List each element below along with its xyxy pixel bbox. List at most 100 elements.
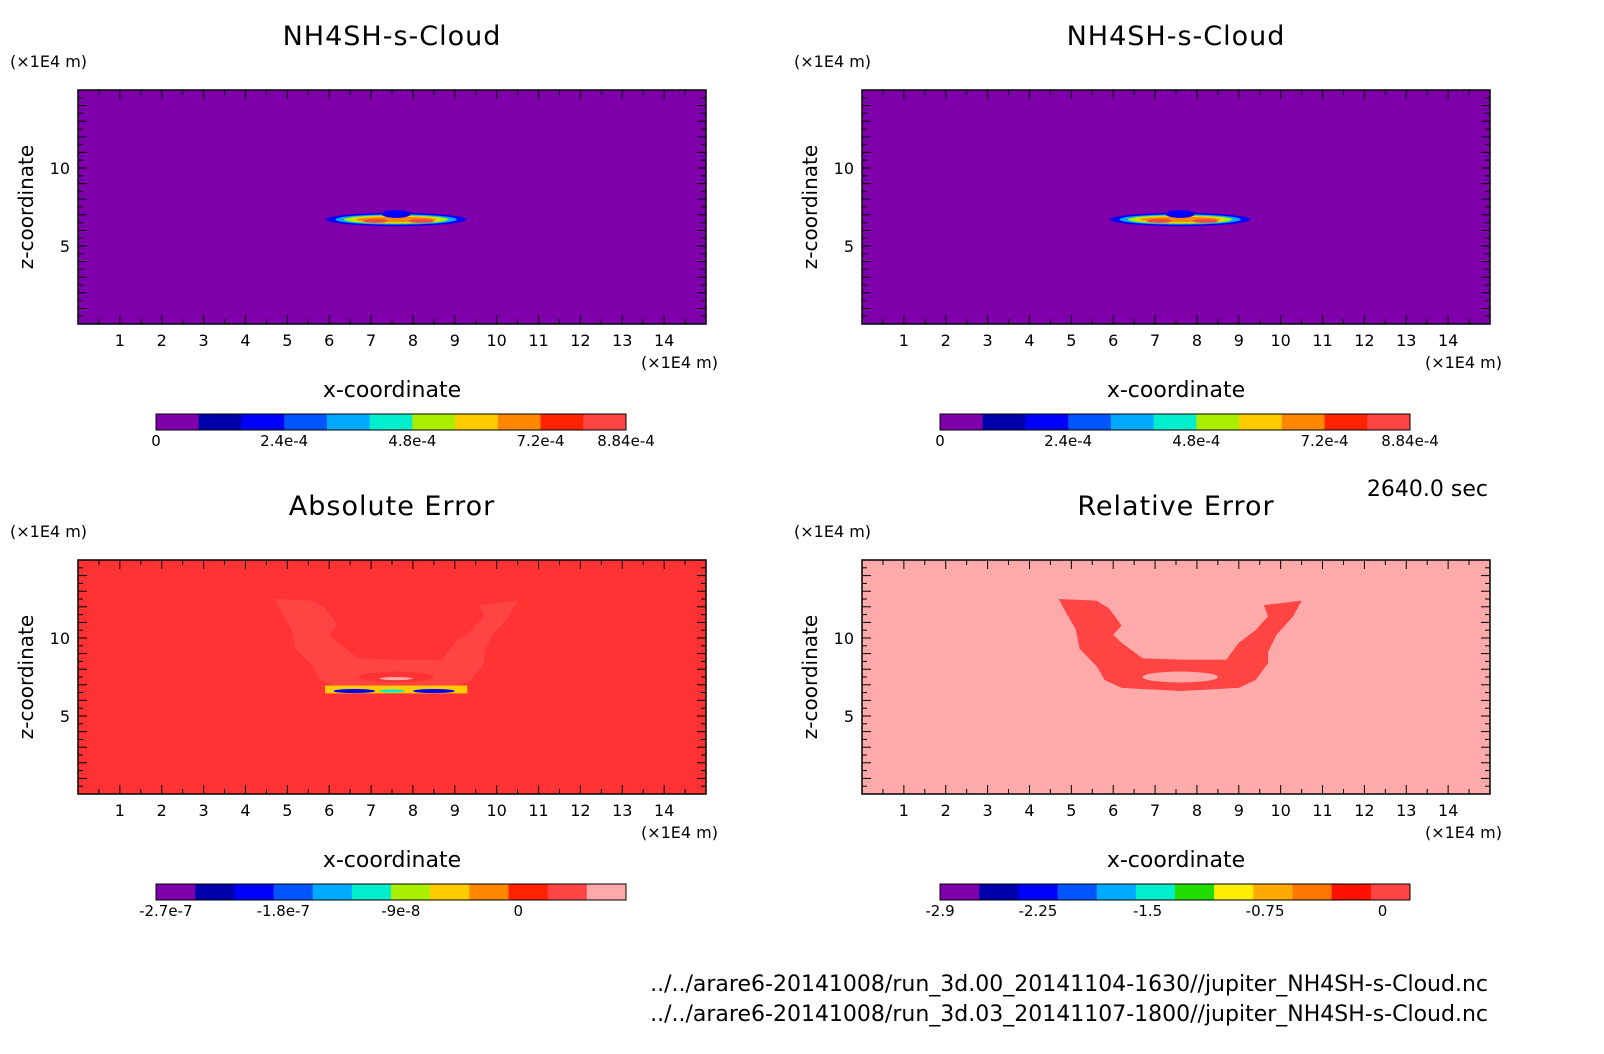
chart-title: NH4SH-s-Cloud xyxy=(1067,21,1286,52)
x-tick-label: 11 xyxy=(1312,331,1332,350)
colorbar-swatch xyxy=(326,414,371,430)
error-gap xyxy=(1142,671,1218,683)
colorbar-swatch xyxy=(1281,414,1326,430)
colorbar-swatch xyxy=(156,414,200,430)
colorbar-tick-label: 0 xyxy=(151,432,161,450)
colorbar-swatch xyxy=(351,884,392,900)
x-tick-label: 14 xyxy=(1438,331,1458,350)
x-axis-label: x-coordinate xyxy=(1107,848,1245,873)
y-unit-label: (×1E4 m) xyxy=(794,52,871,71)
x-tick-label: 2 xyxy=(157,331,167,350)
x-tick-label: 13 xyxy=(612,331,632,350)
x-tick-label: 2 xyxy=(941,801,951,820)
chart-panel-2: NH4SH-s-Cloud(×1E4 m)1 2 3 4 5 6 7 8 9 10 11 12 13 14… xyxy=(794,21,1502,450)
colorbar-tick-label: -2.9 xyxy=(925,902,954,920)
colorbar-swatch xyxy=(940,884,980,900)
x-tick-label: 4 xyxy=(240,801,250,820)
contour-cap xyxy=(1165,210,1195,218)
x-unit-label: (×1E4 m) xyxy=(1425,823,1502,842)
x-tick-label: 10 xyxy=(486,801,506,820)
colorbar-tick-label: 0 xyxy=(1378,902,1388,920)
colorbar-swatch xyxy=(540,414,584,430)
colorbar-swatch xyxy=(369,414,413,430)
x-tick-label: 12 xyxy=(570,801,590,820)
y-axis-label: z-coordinate xyxy=(798,615,822,739)
contour-cap xyxy=(381,210,411,218)
y-tick-label: 10 xyxy=(50,159,70,178)
x-tick-label: 9 xyxy=(1234,801,1244,820)
x-tick-label: 12 xyxy=(1354,331,1374,350)
x-tick-label: 2 xyxy=(157,801,167,820)
x-tick-label: 1 xyxy=(115,801,125,820)
x-tick-label: 11 xyxy=(528,331,548,350)
colorbar-tick-label: 2.4e-4 xyxy=(1044,432,1092,450)
y-axis-label: z-coordinate xyxy=(14,145,38,269)
colorbar-frame xyxy=(939,413,1411,431)
contour-core-left xyxy=(1146,219,1172,223)
x-tick-label: 3 xyxy=(983,801,993,820)
abs-error-core-left xyxy=(333,689,376,694)
x-tick-label: 11 xyxy=(1312,801,1332,820)
x-tick-label: 10 xyxy=(486,331,506,350)
x-tick-label: 13 xyxy=(612,801,632,820)
plot-background xyxy=(862,90,1490,324)
tick-marks xyxy=(78,90,706,324)
y-tick-label: 5 xyxy=(844,707,854,726)
chart-panel-1: NH4SH-s-Cloud(×1E4 m)1 2 3 4 5 6 7 8 9 10 11 12 13 14… xyxy=(10,21,718,450)
colorbar-tick-label: 8.84e-4 xyxy=(1381,432,1439,450)
colorbar-swatch xyxy=(198,414,242,430)
x-axis-label: x-coordinate xyxy=(323,378,461,403)
colorbar-swatch xyxy=(1324,414,1368,430)
file-path-1: ../../arare6-20141008/run_3d.00_20141104… xyxy=(650,972,1488,997)
x-tick-label: 2 xyxy=(941,331,951,350)
colorbar-tick-label: 0 xyxy=(514,902,524,920)
x-tick-label: 3 xyxy=(199,331,209,350)
colorbar-swatch xyxy=(455,414,499,430)
x-tick-label: 14 xyxy=(654,801,674,820)
colorbar-tick-label: 7.2e-4 xyxy=(1301,432,1349,450)
colorbar-swatch xyxy=(1135,884,1176,900)
colorbar: 0 2.4e-4 4.8e-4 7.2e-4 8.84e-4 xyxy=(151,413,655,450)
x-axis-label: x-coordinate xyxy=(323,848,461,873)
file-path-2: ../../arare6-20141008/run_3d.03_20141107… xyxy=(650,1002,1488,1027)
field-contours xyxy=(1109,210,1251,227)
plot-background xyxy=(78,90,706,324)
colorbar-frame xyxy=(155,413,627,431)
colorbar-swatch xyxy=(1331,884,1372,900)
x-tick-label: 8 xyxy=(408,801,418,820)
y-tick-label: 5 xyxy=(844,237,854,256)
x-tick-label: 12 xyxy=(1354,801,1374,820)
x-tick-label: 8 xyxy=(408,331,418,350)
y-tick-label: 10 xyxy=(834,629,854,648)
colorbar-swatch xyxy=(1214,884,1254,900)
error-region xyxy=(1058,599,1302,691)
x-tick-label: 1 xyxy=(899,801,909,820)
x-tick-label: 13 xyxy=(1396,801,1416,820)
colorbar-swatch xyxy=(1153,414,1197,430)
x-tick-label: 9 xyxy=(1234,331,1244,350)
colorbar-swatch xyxy=(1018,884,1058,900)
colorbar-swatch xyxy=(412,414,456,430)
contour-core-left xyxy=(362,219,388,223)
x-tick-label: 7 xyxy=(1150,801,1160,820)
y-unit-label: (×1E4 m) xyxy=(10,522,87,541)
colorbar: -2.9 -2.25 -1.5 -0.75 0 xyxy=(925,883,1411,920)
colorbar-swatch xyxy=(469,884,509,900)
colorbar-swatch xyxy=(1110,414,1155,430)
colorbar-swatch xyxy=(1057,884,1098,900)
x-tick-label: 6 xyxy=(324,801,334,820)
y-tick-label: 5 xyxy=(60,237,70,256)
x-tick-label: 9 xyxy=(450,331,460,350)
colorbar-swatch xyxy=(979,884,1019,900)
chart-panel-3: Absolute Error(×1E4 m)1 2 3 4 5 6 7 8 9 10 11 12 13 1… xyxy=(10,491,718,920)
x-tick-label: 7 xyxy=(366,801,376,820)
field-contours xyxy=(1058,599,1302,691)
x-tick-label: 13 xyxy=(1396,331,1416,350)
colorbar-swatch xyxy=(1239,414,1283,430)
abs-error-arc xyxy=(379,677,413,681)
colorbar-swatch xyxy=(284,414,328,430)
x-tick-label: 6 xyxy=(1108,801,1118,820)
colorbar-swatch xyxy=(940,414,984,430)
colorbar-tick-label: -1.5 xyxy=(1133,902,1162,920)
colorbar-swatch xyxy=(312,884,353,900)
